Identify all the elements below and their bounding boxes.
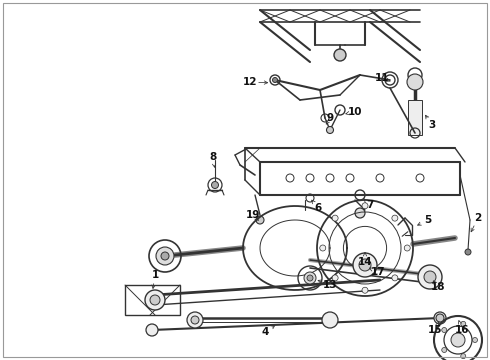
Circle shape (359, 259, 371, 271)
Circle shape (272, 77, 277, 82)
Text: 6: 6 (315, 203, 321, 213)
Text: 13: 13 (323, 280, 337, 290)
Circle shape (146, 324, 158, 336)
Circle shape (145, 290, 165, 310)
Text: 16: 16 (455, 325, 469, 335)
Circle shape (156, 247, 174, 265)
Circle shape (472, 338, 477, 342)
Circle shape (442, 328, 447, 333)
Circle shape (392, 275, 398, 281)
Circle shape (191, 316, 199, 324)
Circle shape (355, 208, 365, 218)
Text: 18: 18 (431, 282, 445, 292)
Circle shape (442, 347, 447, 352)
Circle shape (461, 354, 466, 359)
Text: 8: 8 (209, 152, 217, 162)
Circle shape (212, 181, 219, 189)
Circle shape (465, 249, 471, 255)
Text: 7: 7 (367, 200, 374, 210)
Text: 4: 4 (261, 327, 269, 337)
Circle shape (326, 126, 334, 134)
Circle shape (362, 287, 368, 293)
Text: 9: 9 (326, 113, 334, 123)
Circle shape (150, 295, 160, 305)
Circle shape (307, 275, 313, 281)
Circle shape (424, 271, 436, 283)
Text: 2: 2 (474, 213, 482, 223)
Text: 1: 1 (151, 270, 159, 280)
Circle shape (392, 215, 398, 221)
Circle shape (320, 245, 326, 251)
Text: 11: 11 (375, 73, 389, 83)
Text: 12: 12 (243, 77, 257, 87)
Circle shape (161, 252, 169, 260)
Circle shape (451, 333, 465, 347)
Text: 15: 15 (428, 325, 442, 335)
Text: 17: 17 (371, 267, 385, 277)
Text: 3: 3 (428, 120, 436, 130)
Circle shape (256, 216, 264, 224)
Text: 14: 14 (358, 257, 372, 267)
Circle shape (404, 245, 410, 251)
Circle shape (407, 74, 423, 90)
Circle shape (322, 312, 338, 328)
Circle shape (362, 203, 368, 209)
Circle shape (353, 253, 377, 277)
Circle shape (332, 275, 338, 281)
Bar (408, 100, 422, 135)
Circle shape (434, 312, 446, 324)
Text: 10: 10 (348, 107, 362, 117)
Text: 5: 5 (424, 215, 432, 225)
Circle shape (304, 272, 316, 284)
Circle shape (436, 314, 444, 322)
Circle shape (418, 265, 442, 289)
Bar (125, 285, 180, 315)
Circle shape (461, 321, 466, 326)
Circle shape (332, 215, 338, 221)
Circle shape (187, 312, 203, 328)
Circle shape (334, 49, 346, 61)
Text: 19: 19 (246, 210, 260, 220)
